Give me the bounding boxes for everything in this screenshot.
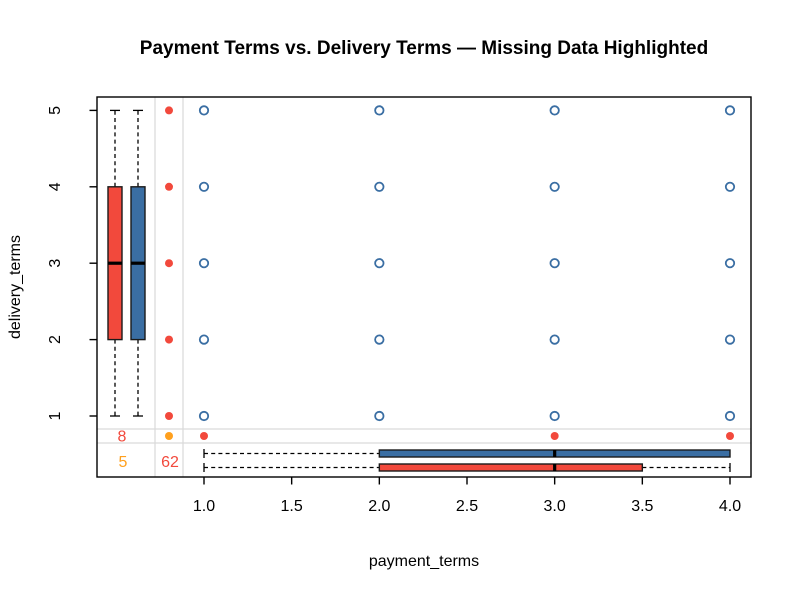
x-tick-label: 2.5 <box>456 498 478 515</box>
plot-frame <box>96 96 752 478</box>
missing-both-dot <box>165 432 173 440</box>
missing-both-count: 5 <box>119 454 128 471</box>
scatter-point <box>198 181 210 192</box>
y-tick-label: 4 <box>47 182 64 191</box>
chart-title: Payment Terms vs. Delivery Terms — Missi… <box>140 38 708 59</box>
left-margin-boxplots <box>107 106 173 420</box>
axes: 1.0 1.5 2.0 2.5 3.0 3.5 4.0 1 2 3 4 5 <box>47 106 741 515</box>
scatter-point <box>549 181 560 192</box>
missing-payment-dot <box>165 412 173 420</box>
scatter-point <box>724 105 736 116</box>
scatter-point <box>724 410 736 422</box>
scatter-point <box>549 410 560 422</box>
bottom-margin-boxplots <box>165 432 734 472</box>
scatter-point <box>198 334 210 345</box>
scatter-point <box>549 105 560 116</box>
missing-counts: 8 5 62 <box>118 429 179 472</box>
x-tick-label: 2.0 <box>368 498 390 515</box>
y-tick-label: 2 <box>47 335 64 344</box>
x-tick-label: 4.0 <box>719 498 741 515</box>
y-tick-label: 3 <box>47 259 64 268</box>
x-axis-title: payment_terms <box>369 553 479 570</box>
missing-delivery-dot <box>550 432 559 440</box>
scatter-points <box>198 105 736 422</box>
scatter-point <box>724 181 736 192</box>
scatter-point <box>374 334 385 345</box>
scatter-point <box>198 258 210 269</box>
y-axis-title: delivery_terms <box>7 235 24 339</box>
scatter-point <box>198 105 210 116</box>
missing-payment-count: 62 <box>161 454 179 471</box>
scatter-point <box>374 181 385 192</box>
scatter-point <box>549 258 560 269</box>
y-tick-label: 1 <box>47 411 64 420</box>
missing-delivery-count: 8 <box>118 429 127 446</box>
missing-delivery-dot <box>725 432 734 440</box>
scatter-point <box>724 334 736 345</box>
x-tick-label: 1.0 <box>193 498 215 515</box>
scatter-point <box>374 105 385 116</box>
missing-payment-dot <box>165 335 173 344</box>
missing-payment-dot <box>165 182 173 191</box>
y-tick-label: 5 <box>47 106 64 115</box>
missing-delivery-dot <box>200 432 208 440</box>
missing-payment-dot <box>165 106 173 115</box>
margin-separators <box>97 97 751 477</box>
scatter-point <box>724 258 736 269</box>
missing-payment-dot <box>165 259 173 268</box>
x-tick-label: 1.5 <box>281 498 303 515</box>
scatter-point <box>374 410 385 422</box>
x-tick-label: 3.5 <box>631 498 653 515</box>
scatter-point <box>549 334 560 345</box>
payment-missing-boxplot-box <box>378 463 644 472</box>
x-tick-label: 3.0 <box>544 498 566 515</box>
scatter-point <box>374 258 385 269</box>
scatter-point <box>198 410 210 422</box>
